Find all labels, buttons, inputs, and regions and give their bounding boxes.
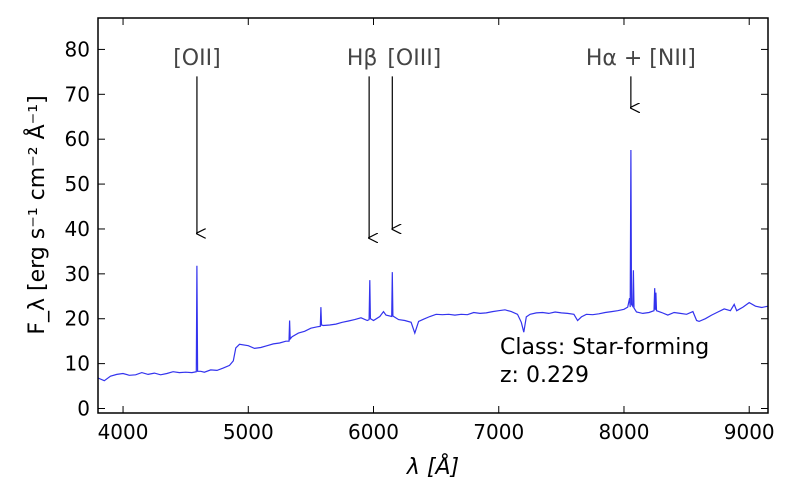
- y-tick-label: 30: [65, 262, 90, 286]
- x-tick-label: 9000: [724, 420, 775, 444]
- x-tick-label: 4000: [98, 420, 149, 444]
- x-axis-label: λ [Å]: [406, 453, 459, 480]
- x-tick-label: 7000: [473, 420, 524, 444]
- y-tick-label: 50: [65, 172, 90, 196]
- plot-area: [97, 149, 769, 382]
- plot-frame: [97, 17, 769, 414]
- spectrum-line: [97, 149, 769, 382]
- annotation-group: [OII] Hβ [OIII] Hα + [NII]: [173, 46, 696, 238]
- y-tick-label: 70: [65, 82, 90, 106]
- redshift-info-text: z: 0.229: [500, 363, 589, 388]
- y-tick-label: 60: [65, 127, 90, 151]
- x-tick-label: 8000: [599, 420, 650, 444]
- x-tick-label: 6000: [348, 420, 399, 444]
- class-info-text: Class: Star-forming: [500, 335, 709, 360]
- annotation-label: [OIII]: [387, 46, 441, 71]
- y-tick-label: 20: [65, 307, 90, 331]
- annotation-label: [OII]: [173, 46, 220, 71]
- y-tick-label: 10: [65, 352, 90, 376]
- x-tick-label: 5000: [223, 420, 274, 444]
- y-tick-label: 80: [65, 37, 90, 61]
- annotation-label: Hβ: [347, 46, 378, 71]
- y-tick-label: 0: [77, 397, 90, 421]
- annotation-label: Hα + [NII]: [586, 46, 696, 71]
- tick-group: 4000 5000 6000 7000 8000 9000 0 10 20 30 40 50 60 70 8…: [65, 18, 775, 444]
- y-axis-label: F_λ [erg s⁻¹ cm⁻² Å⁻¹]: [23, 95, 50, 334]
- y-tick-label: 40: [65, 217, 90, 241]
